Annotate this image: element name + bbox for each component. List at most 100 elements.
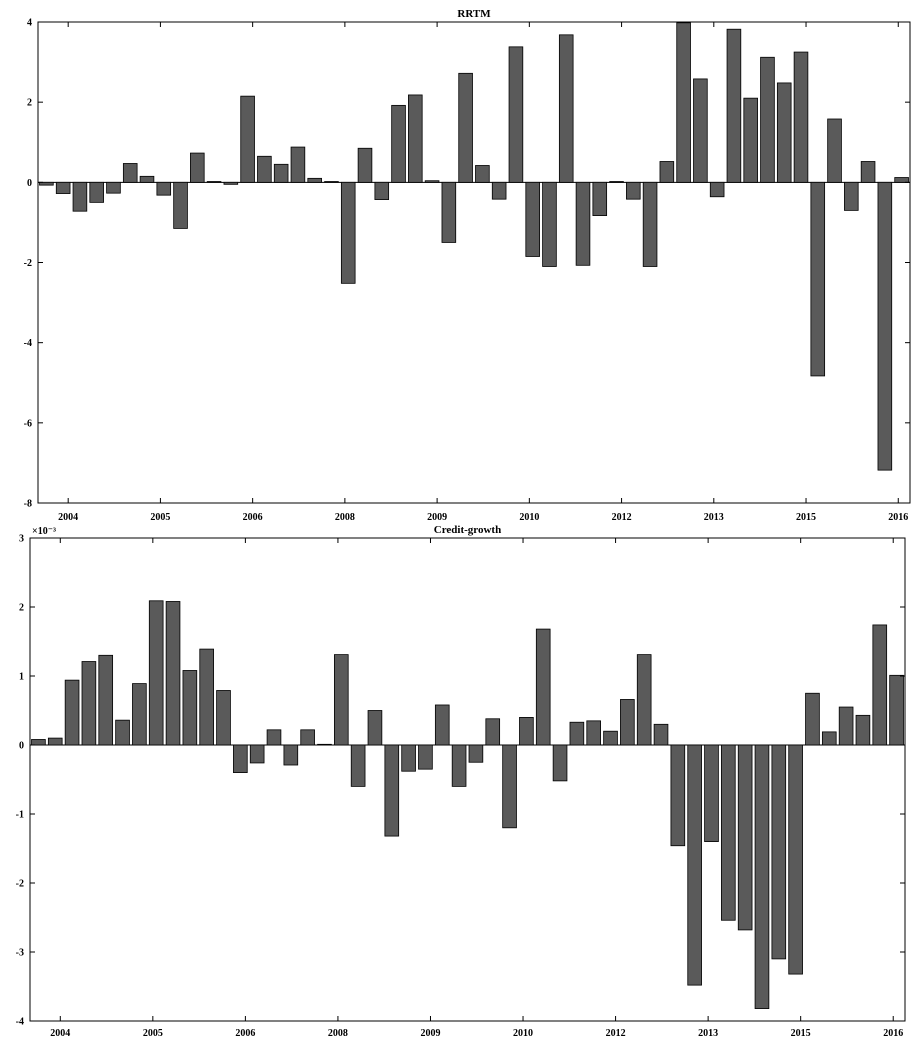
credit-growth-bar bbox=[317, 743, 332, 746]
rrtm-bar bbox=[206, 181, 222, 183]
credit-growth-bar bbox=[552, 744, 568, 782]
rrtm-x-tick-label: 2009 bbox=[427, 512, 447, 523]
credit-growth-bar bbox=[519, 717, 534, 746]
credit-growth-bar bbox=[737, 744, 753, 931]
credit-growth-bar bbox=[434, 704, 450, 746]
credit-growth-bar bbox=[620, 699, 635, 746]
rrtm-bar bbox=[693, 78, 708, 183]
credit-growth-bar bbox=[148, 600, 164, 746]
rrtm-bar bbox=[575, 181, 591, 266]
credit-growth-bar bbox=[115, 719, 130, 746]
credit-growth-bar bbox=[838, 706, 854, 746]
credit-growth-bar bbox=[367, 710, 383, 746]
rrtm-x-tick-label: 2005 bbox=[150, 512, 170, 523]
rrtm-bar bbox=[827, 118, 842, 183]
credit-growth-bar bbox=[384, 744, 400, 837]
credit-growth-bar bbox=[889, 674, 904, 746]
credit-growth-bar bbox=[855, 714, 871, 746]
rrtm-bar bbox=[89, 181, 104, 203]
credit-growth-x-tick-label: 2010 bbox=[513, 1028, 533, 1039]
credit-growth-x-tick-label: 2016 bbox=[883, 1028, 903, 1039]
rrtm-bar bbox=[55, 181, 71, 194]
credit-growth-x-tick-label: 2009 bbox=[420, 1028, 440, 1039]
rrtm-bar bbox=[357, 147, 373, 183]
credit-growth-bar bbox=[350, 744, 366, 787]
credit-growth-bar bbox=[64, 679, 80, 746]
credit-growth-bar bbox=[216, 690, 231, 746]
rrtm-x-tick-label: 2008 bbox=[335, 512, 355, 523]
credit-growth-y-tick-label: 1 bbox=[19, 672, 24, 683]
credit-growth-bar bbox=[165, 601, 181, 746]
credit-growth-title: Credit-growth bbox=[434, 524, 501, 536]
credit-growth-bar bbox=[569, 721, 585, 746]
credit-growth-x-tick-label: 2005 bbox=[143, 1028, 163, 1039]
credit-growth-bar bbox=[721, 744, 736, 921]
credit-growth-bar bbox=[603, 730, 618, 746]
rrtm-bar bbox=[458, 72, 473, 183]
credit-growth-bar bbox=[872, 624, 888, 746]
rrtm-x-tick-label: 2015 bbox=[796, 512, 816, 523]
rrtm-bar bbox=[743, 97, 758, 183]
rrtm-bar bbox=[642, 181, 658, 267]
credit-growth-x-tick-label: 2004 bbox=[50, 1028, 70, 1039]
rrtm-bar bbox=[273, 163, 289, 183]
rrtm-x-tick-label: 2010 bbox=[519, 512, 539, 523]
credit-growth-y-tick-label: -2 bbox=[16, 879, 24, 890]
credit-growth-bar bbox=[418, 744, 433, 770]
credit-growth-bar bbox=[502, 744, 517, 829]
credit-growth-bar bbox=[182, 670, 198, 746]
credit-growth-bar bbox=[687, 744, 702, 986]
credit-growth-bar bbox=[81, 661, 97, 746]
credit-growth-y-tick-label: -3 bbox=[16, 948, 24, 959]
rrtm-bar bbox=[39, 181, 54, 186]
rrtm-bar bbox=[609, 181, 624, 183]
rrtm-bar bbox=[525, 181, 540, 257]
credit-growth-bar bbox=[636, 654, 652, 746]
credit-growth-bar bbox=[451, 744, 467, 787]
rrtm-bar bbox=[139, 175, 155, 183]
rrtm-y-tick-label: -4 bbox=[24, 338, 32, 349]
credit-growth-bar bbox=[788, 744, 803, 975]
credit-growth-x-tick-label: 2013 bbox=[698, 1028, 718, 1039]
credit-growth-bar bbox=[485, 718, 501, 746]
rrtm-bar bbox=[424, 180, 440, 183]
credit-growth-bar bbox=[333, 654, 349, 746]
rrtm-bar bbox=[72, 181, 88, 212]
credit-growth-bar bbox=[283, 744, 299, 766]
credit-growth-y-tick-label: 0 bbox=[19, 741, 24, 752]
rrtm-bar bbox=[122, 163, 138, 183]
credit-growth-bar bbox=[468, 744, 484, 763]
rrtm-bar bbox=[240, 95, 255, 183]
rrtm-y-tick-label: -2 bbox=[24, 258, 32, 269]
rrtm-bar bbox=[290, 146, 306, 183]
rrtm-bar bbox=[894, 177, 909, 183]
rrtm-bar bbox=[340, 181, 356, 284]
credit-growth-bar bbox=[653, 723, 669, 746]
rrtm-y-tick-label: 0 bbox=[27, 178, 32, 189]
credit-growth-bar bbox=[266, 729, 282, 746]
rrtm-x-tick-label: 2016 bbox=[888, 512, 908, 523]
rrtm-bar bbox=[475, 165, 490, 183]
credit-growth-x-tick-label: 2015 bbox=[791, 1028, 811, 1039]
credit-growth-bar bbox=[805, 692, 820, 746]
rrtm-bar bbox=[257, 155, 272, 183]
rrtm-bar bbox=[860, 161, 876, 183]
rrtm-bar bbox=[156, 181, 172, 196]
rrtm-bar bbox=[709, 181, 725, 198]
rrtm-bar bbox=[374, 181, 390, 200]
rrtm-bar bbox=[558, 34, 574, 183]
credit-growth-axes-frame bbox=[29, 537, 906, 1022]
credit-growth-bar bbox=[31, 739, 46, 746]
rrtm-x-tick-label: 2004 bbox=[58, 512, 78, 523]
credit-growth-bar bbox=[47, 737, 63, 746]
credit-growth-y-exponent-label: ×10⁻³ bbox=[32, 526, 56, 537]
rrtm-bar bbox=[760, 56, 775, 183]
credit-growth-bar bbox=[401, 744, 416, 772]
rrtm-bar bbox=[190, 152, 205, 183]
rrtm-bar bbox=[173, 181, 188, 229]
rrtm-bar bbox=[659, 161, 675, 183]
rrtm-bar bbox=[408, 94, 423, 183]
rrtm-bar bbox=[508, 46, 524, 183]
credit-growth-x-tick-label: 2006 bbox=[235, 1028, 255, 1039]
